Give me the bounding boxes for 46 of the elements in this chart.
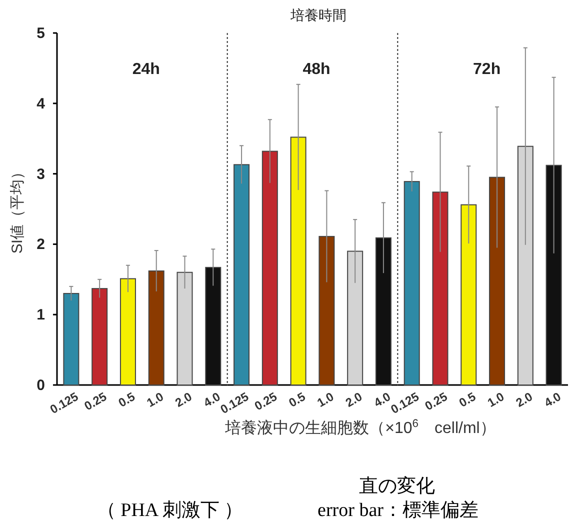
x-tick-label: 0.25 (252, 389, 280, 414)
bar (432, 192, 448, 386)
y-tick-label: 5 (36, 25, 45, 42)
text: error bar：標準偏差 (318, 500, 478, 521)
bar (148, 270, 164, 386)
x-tick-label: 0.5 (116, 389, 138, 410)
text: 24h (132, 61, 160, 78)
bar (262, 150, 278, 386)
bar (120, 278, 136, 386)
bar (92, 288, 108, 386)
text: 72h (473, 61, 501, 78)
bar (347, 250, 364, 386)
bar (234, 164, 250, 386)
y-tick-label: 1 (36, 306, 45, 324)
bar (290, 136, 306, 386)
bar (176, 272, 193, 386)
y-tick-label: 0 (36, 377, 45, 394)
text: 培養時間 (290, 7, 346, 23)
bar (404, 181, 420, 386)
bar (517, 146, 534, 386)
x-tick-label: 2.0 (343, 389, 365, 410)
x-tick-label: 2.0 (513, 389, 536, 410)
y-tick-label: 2 (36, 236, 45, 254)
text: 培養液中の生細胞数（×10$^{6}$ cell/ml） (225, 418, 496, 437)
text: （ PHA 刺激下 ） (96, 500, 244, 521)
text: 直の変化 (359, 475, 435, 497)
bar (63, 292, 80, 386)
x-tick-label: 0.5 (286, 389, 308, 410)
x-tick-label: 2.0 (172, 389, 195, 410)
y-tick-label: 4 (36, 95, 46, 112)
bar (205, 266, 222, 386)
bar (375, 237, 392, 386)
x-tick-label: 4.0 (542, 389, 564, 410)
x-tick-label: 1.0 (144, 389, 166, 410)
x-tick-label: 1.0 (485, 389, 507, 410)
bar (460, 204, 477, 386)
bar (318, 236, 335, 386)
y-axis-title: SI値（平均） (9, 164, 26, 254)
text: 48h (302, 61, 330, 78)
x-tick-label: 0.25 (82, 389, 110, 414)
bar (489, 176, 506, 386)
y-tick-label: 3 (36, 166, 45, 183)
x-tick-label: 0.5 (456, 389, 478, 410)
x-tick-label: 0.25 (422, 389, 450, 414)
bar (546, 164, 562, 386)
x-tick-label: 1.0 (314, 389, 336, 410)
